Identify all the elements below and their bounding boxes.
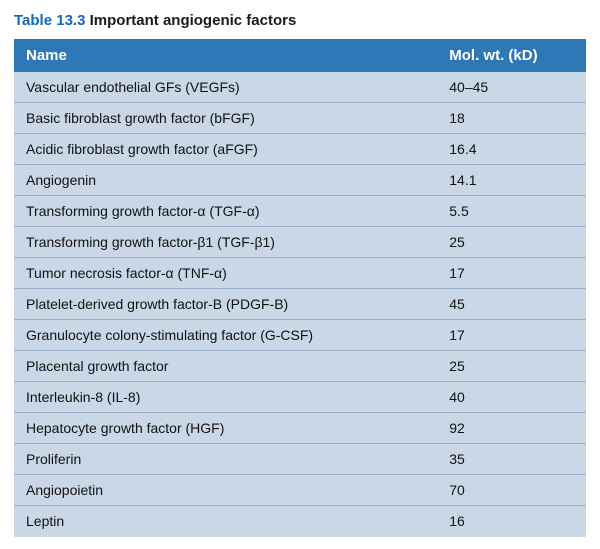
cell-name: Placental growth factor: [14, 351, 437, 382]
table-row: Platelet-derived growth factor-B (PDGF-B…: [14, 289, 586, 320]
table-row: Tumor necrosis factor-α (TNF-α)17: [14, 258, 586, 289]
table-header-row: Name Mol. wt. (kD): [14, 39, 586, 72]
cell-molwt: 25: [437, 227, 586, 258]
table-row: Leptin16: [14, 506, 586, 537]
table-row: Interleukin-8 (IL-8)40: [14, 382, 586, 413]
table-row: Granulocyte colony-stimulating factor (G…: [14, 320, 586, 351]
cell-name: Platelet-derived growth factor-B (PDGF-B…: [14, 289, 437, 320]
cell-molwt: 18: [437, 103, 586, 134]
cell-molwt: 16.4: [437, 134, 586, 165]
table-number: Table 13.3: [14, 12, 85, 29]
cell-molwt: 16: [437, 506, 586, 537]
cell-molwt: 40–45: [437, 72, 586, 103]
cell-name: Proliferin: [14, 444, 437, 475]
cell-molwt: 40: [437, 382, 586, 413]
cell-molwt: 70: [437, 475, 586, 506]
table-body: Vascular endothelial GFs (VEGFs)40–45Bas…: [14, 72, 586, 537]
cell-name: Angiogenin: [14, 165, 437, 196]
cell-name: Angiopoietin: [14, 475, 437, 506]
table-row: Hepatocyte growth factor (HGF)92: [14, 413, 586, 444]
cell-molwt: 5.5: [437, 196, 586, 227]
table-caption: Table 13.3 Important angiogenic factors: [14, 12, 586, 29]
cell-name: Basic fibroblast growth factor (bFGF): [14, 103, 437, 134]
col-header-molwt: Mol. wt. (kD): [437, 39, 586, 72]
cell-molwt: 35: [437, 444, 586, 475]
angiogenic-factors-table: Name Mol. wt. (kD) Vascular endothelial …: [14, 39, 586, 537]
table-title: Important angiogenic factors: [90, 12, 297, 29]
cell-name: Hepatocyte growth factor (HGF): [14, 413, 437, 444]
col-header-name: Name: [14, 39, 437, 72]
cell-molwt: 45: [437, 289, 586, 320]
cell-name: Leptin: [14, 506, 437, 537]
cell-name: Vascular endothelial GFs (VEGFs): [14, 72, 437, 103]
table-head: Name Mol. wt. (kD): [14, 39, 586, 72]
cell-molwt: 17: [437, 320, 586, 351]
angiogenic-factors-table-container: Table 13.3 Important angiogenic factors …: [14, 12, 586, 537]
cell-molwt: 92: [437, 413, 586, 444]
cell-molwt: 14.1: [437, 165, 586, 196]
cell-name: Transforming growth factor-β1 (TGF-β1): [14, 227, 437, 258]
table-row: Vascular endothelial GFs (VEGFs)40–45: [14, 72, 586, 103]
cell-name: Granulocyte colony-stimulating factor (G…: [14, 320, 437, 351]
table-row: Placental growth factor25: [14, 351, 586, 382]
table-row: Proliferin35: [14, 444, 586, 475]
cell-name: Tumor necrosis factor-α (TNF-α): [14, 258, 437, 289]
cell-molwt: 17: [437, 258, 586, 289]
cell-name: Acidic fibroblast growth factor (aFGF): [14, 134, 437, 165]
table-row: Transforming growth factor-α (TGF-α)5.5: [14, 196, 586, 227]
cell-name: Transforming growth factor-α (TGF-α): [14, 196, 437, 227]
cell-molwt: 25: [437, 351, 586, 382]
table-row: Basic fibroblast growth factor (bFGF)18: [14, 103, 586, 134]
table-row: Angiogenin14.1: [14, 165, 586, 196]
table-row: Angiopoietin70: [14, 475, 586, 506]
cell-name: Interleukin-8 (IL-8): [14, 382, 437, 413]
table-row: Transforming growth factor-β1 (TGF-β1)25: [14, 227, 586, 258]
table-row: Acidic fibroblast growth factor (aFGF)16…: [14, 134, 586, 165]
